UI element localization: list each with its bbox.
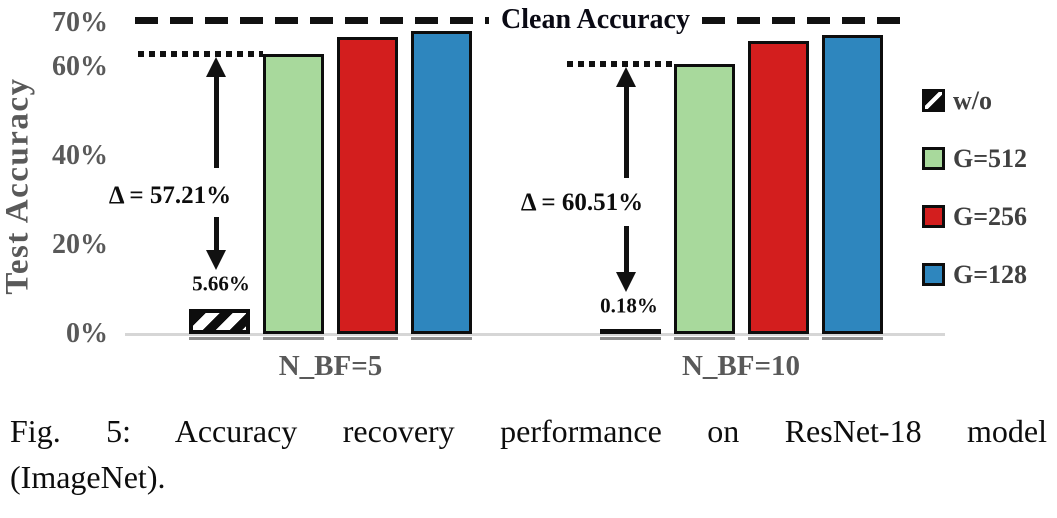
bar-n-bf-5-g-512: [263, 54, 324, 334]
dotted-line-n-bf-10: [567, 60, 674, 67]
delta-label-n-bf-10: Δ = 60.51%: [520, 189, 644, 216]
legend-item-g-512: G=512: [922, 143, 1028, 173]
bar-n-bf-10-g-256: [747, 40, 809, 334]
y-tick-label-70: 70%: [52, 6, 108, 38]
bar-n-bf-5-w-o: [189, 308, 250, 334]
legend-swatch-w-o-hatched-icon: [922, 89, 945, 112]
legend-label-g-256: G=256: [953, 201, 1028, 231]
x-axis-line: [125, 333, 945, 336]
legend-label-w-o: w/o: [953, 85, 992, 115]
delta-arrow-up-head-n-bf-10: [616, 66, 636, 87]
delta-arrow-down-head-n-bf-5: [206, 250, 226, 270]
legend-swatch-g-128: [922, 263, 945, 286]
bar-shadow-n-bf-10-g-256: [747, 337, 809, 340]
dotted-line-n-bf-5: [138, 51, 263, 58]
legend-item-g-256: G=256: [922, 201, 1028, 231]
clean-accuracy-label: Clean Accuracy: [501, 4, 690, 35]
delta-label-n-bf-5: Δ = 57.21%: [108, 182, 232, 209]
caption-line-1: Fig. 5: Accuracy recovery performance on…: [10, 413, 1047, 449]
dashed-line-segment-left: [135, 16, 490, 24]
bar-chart: Test Accuracy Clean Accuracy w/o G=512 G=2…: [0, 4, 1028, 382]
x-category-label-n-bf-10: N_BF=10: [681, 350, 801, 382]
y-tick-label-40: 40%: [52, 140, 108, 171]
legend-item-g-128: G=128: [922, 259, 1028, 289]
legend-label-g-128: G=128: [953, 259, 1028, 289]
bar-value-label-n-bf-10: 0.18%: [600, 293, 658, 318]
bar-shadow-n-bf-5-g-512: [263, 337, 324, 340]
legend-swatch-g-256: [922, 205, 945, 228]
delta-arrow-down-shaft-n-bf-10: [623, 226, 629, 274]
bar-n-bf-10-g-128: [821, 34, 883, 334]
y-tick-label-0: 0%: [66, 318, 108, 349]
bar-n-bf-10-w-o: [599, 329, 661, 334]
dashed-line-segment-right: [701, 16, 902, 24]
bar-shadow-n-bf-5-g-128: [411, 337, 472, 340]
legend-swatch-g-512: [922, 147, 945, 170]
bar-n-bf-5-g-256: [337, 36, 398, 334]
figure-caption: Fig. 5: Accuracy recovery performance on…: [0, 408, 1057, 500]
y-axis-title: Test Accuracy: [0, 77, 36, 295]
bar-shadow-n-bf-10-g-512: [673, 337, 735, 340]
bar-shadow-n-bf-10-g-128: [821, 337, 883, 340]
clean-accuracy-reference-line: Clean Accuracy: [135, 4, 902, 35]
delta-arrow-up-head-n-bf-5: [206, 57, 226, 78]
x-category-label-n-bf-5: N_BF=5: [278, 350, 383, 382]
caption-line-2: (ImageNet).: [10, 459, 166, 495]
legend-label-g-512: G=512: [953, 143, 1028, 173]
delta-arrow-down-shaft-n-bf-5: [213, 217, 219, 252]
bar-n-bf-10-g-512: [673, 63, 735, 334]
delta-arrow-up-shaft-n-bf-5: [213, 75, 219, 168]
bar-value-label-n-bf-5: 5.66%: [192, 271, 250, 296]
y-tick-label-20: 20%: [52, 229, 108, 260]
bar-shadow-n-bf-5-w-o: [189, 337, 250, 340]
delta-arrow-up-shaft-n-bf-10: [623, 84, 629, 178]
delta-arrow-down-head-n-bf-10: [616, 272, 636, 292]
bar-shadow-n-bf-10-w-o: [599, 337, 661, 340]
bar-n-bf-5-g-128: [411, 30, 472, 334]
y-tick-label-60: 60%: [52, 51, 108, 82]
legend: w/o G=512 G=256 G=128: [922, 85, 1028, 289]
legend-item-w-o: w/o: [922, 85, 1027, 115]
bar-shadow-n-bf-5-g-256: [337, 337, 398, 340]
